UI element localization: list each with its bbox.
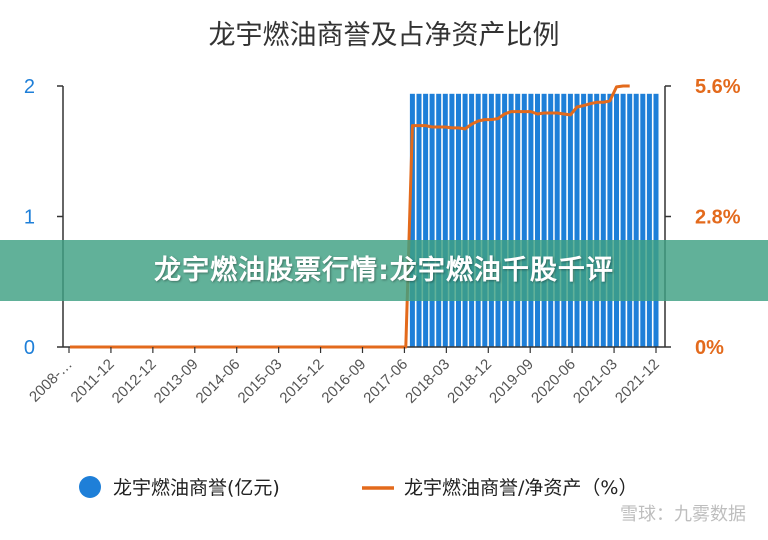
x-tick-label: 2016-09: [318, 356, 369, 407]
bar: [508, 93, 514, 347]
line-series: [70, 84, 630, 349]
x-tick-label: 2014-06: [193, 356, 244, 407]
bar: [469, 93, 475, 347]
x-tick-label: 2021-03: [570, 356, 621, 407]
bar: [429, 93, 435, 347]
bar: [614, 93, 619, 347]
left-tick-label: 0: [24, 337, 35, 359]
x-tick-label: 2012-12: [109, 356, 160, 407]
x-axis-ticks: 2008-…2011-122012-122013-092014-062015-0…: [26, 347, 663, 407]
bar: [528, 93, 534, 347]
bar: [633, 93, 639, 347]
legend: 龙宇燃油商誉(亿元) 龙宇燃油商誉/净资产（%）: [79, 476, 637, 499]
bar: [521, 93, 527, 347]
x-tick-label: 2018-03: [402, 356, 453, 407]
bar: [646, 93, 652, 347]
x-tick-label: 2013-09: [151, 356, 202, 407]
bar: [482, 93, 488, 347]
x-tick-label: 2015-03: [235, 356, 286, 407]
bar: [581, 93, 587, 347]
bar: [541, 93, 547, 347]
bar: [561, 93, 567, 347]
bar: [502, 93, 508, 347]
bar: [416, 93, 422, 347]
bar: [620, 93, 626, 347]
bar: [627, 93, 633, 347]
bar-series: [409, 93, 659, 347]
x-tick-label: 2017-06: [360, 356, 411, 407]
x-tick-label: 2011-12: [68, 356, 118, 406]
bar: [409, 93, 415, 347]
bar: [574, 93, 580, 347]
bar: [442, 93, 448, 347]
bar: [548, 93, 554, 347]
right-axis-ticks: 0% 2.8% 5.6%: [695, 76, 741, 359]
bar: [535, 93, 540, 347]
bar: [436, 93, 442, 347]
left-axis-ticks: 0 1 2: [24, 76, 35, 359]
title-banner: [0, 240, 768, 301]
legend-bar-label: 龙宇燃油商誉(亿元): [113, 477, 280, 499]
x-tick-label: 2008-…: [26, 356, 76, 406]
watermark: 雪球：九雾数据: [620, 504, 746, 525]
bar: [495, 93, 501, 347]
bar: [515, 93, 521, 347]
bar: [653, 93, 659, 347]
x-tick-label: 2019-09: [486, 356, 537, 407]
right-tick-label: 0%: [695, 337, 724, 359]
bar: [567, 93, 573, 347]
x-tick-label: 2015-12: [276, 356, 327, 407]
bar: [640, 93, 646, 347]
bar: [594, 93, 600, 347]
left-tick-label: 1: [24, 207, 35, 229]
right-tick-label: 2.8%: [695, 207, 741, 229]
right-tick-label: 5.6%: [695, 76, 741, 98]
x-tick-label: 2018-12: [444, 356, 495, 407]
left-tick-label: 2: [24, 76, 35, 98]
line-path: [70, 84, 630, 349]
bar: [449, 93, 455, 347]
bar: [600, 93, 606, 347]
bar: [423, 93, 429, 347]
bar: [607, 93, 613, 347]
bar: [462, 93, 468, 347]
legend-line-label: 龙宇燃油商誉/净资产（%）: [404, 477, 637, 499]
bar: [587, 93, 593, 347]
bar: [488, 93, 494, 347]
x-tick-label: 2020-06: [528, 356, 579, 407]
bar: [456, 93, 461, 347]
legend-bar-swatch: [79, 476, 101, 498]
banner-text: 龙宇燃油股票行情:龙宇燃油千股千评: [154, 255, 614, 286]
bar: [554, 93, 560, 347]
chart-title: 龙宇燃油商誉及占净资产比例: [209, 20, 560, 51]
x-tick-label: 2021-12: [612, 356, 663, 407]
bar: [475, 93, 481, 347]
